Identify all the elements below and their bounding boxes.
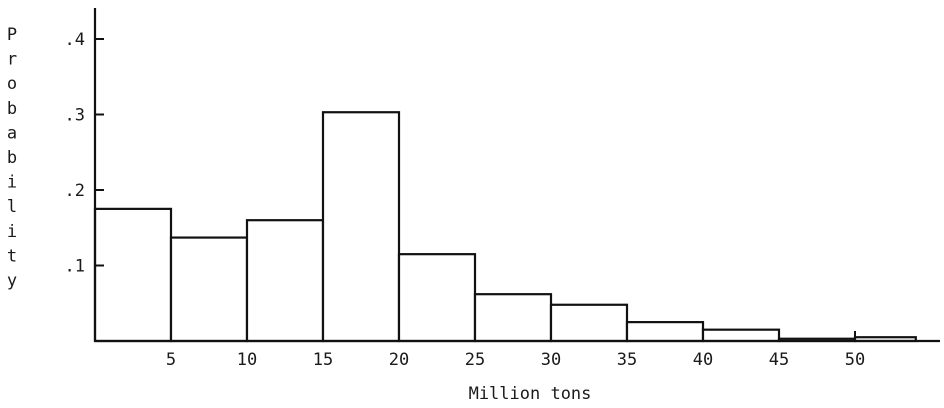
- x-tick-label: 35: [617, 350, 637, 370]
- y-axis-label-letter: o: [7, 74, 17, 94]
- y-axis-label-letter: y: [7, 271, 17, 291]
- bar-20-25: [397, 253, 477, 343]
- bars-group: [93, 111, 917, 343]
- bar-10-15: [245, 219, 325, 343]
- x-tick-label: 30: [541, 350, 561, 370]
- y-axis-label-letter: r: [7, 50, 17, 70]
- y-tick-label: .3: [65, 106, 85, 126]
- y-axis-label-letter: t: [7, 246, 17, 266]
- y-ticks-group: .1 .2 .3 .4: [65, 30, 104, 277]
- y-axis-label-letter: P: [7, 25, 17, 45]
- bar-40-45: [701, 328, 781, 343]
- bar-35-40: [625, 321, 705, 343]
- y-tick-label: .1: [65, 257, 85, 277]
- x-tick-label: 25: [465, 350, 485, 370]
- y-axis-label-letter: l: [7, 197, 17, 217]
- bar-25-30: [473, 293, 553, 343]
- x-tick-label: 20: [389, 350, 409, 370]
- y-axis-label-letter: i: [7, 173, 17, 193]
- x-tick-label: 50: [845, 350, 865, 370]
- x-tick-label: 5: [166, 350, 176, 370]
- bar-0-5: [93, 207, 173, 343]
- y-tick-label: .4: [65, 30, 85, 50]
- y-tick-label: .2: [65, 181, 85, 201]
- bar-30-35: [549, 303, 629, 343]
- x-tick-label: 45: [769, 350, 789, 370]
- y-axis-label-letter: b: [7, 148, 17, 168]
- x-tick-label: 10: [237, 350, 257, 370]
- y-axis-label-letter: b: [7, 99, 17, 119]
- x-ticks-group: 5 10 15 20 25 30 35 40 45 50: [166, 331, 865, 370]
- axes-group: [93, 8, 940, 343]
- x-tick-label: 40: [693, 350, 713, 370]
- x-tick-label: 15: [313, 350, 333, 370]
- y-axis-label-letter: i: [7, 222, 17, 242]
- y-axis-label-letter: a: [7, 123, 17, 143]
- bar-15-20: [321, 111, 401, 343]
- bar-5-10: [169, 236, 249, 343]
- x-axis-label: Million tons: [469, 384, 592, 404]
